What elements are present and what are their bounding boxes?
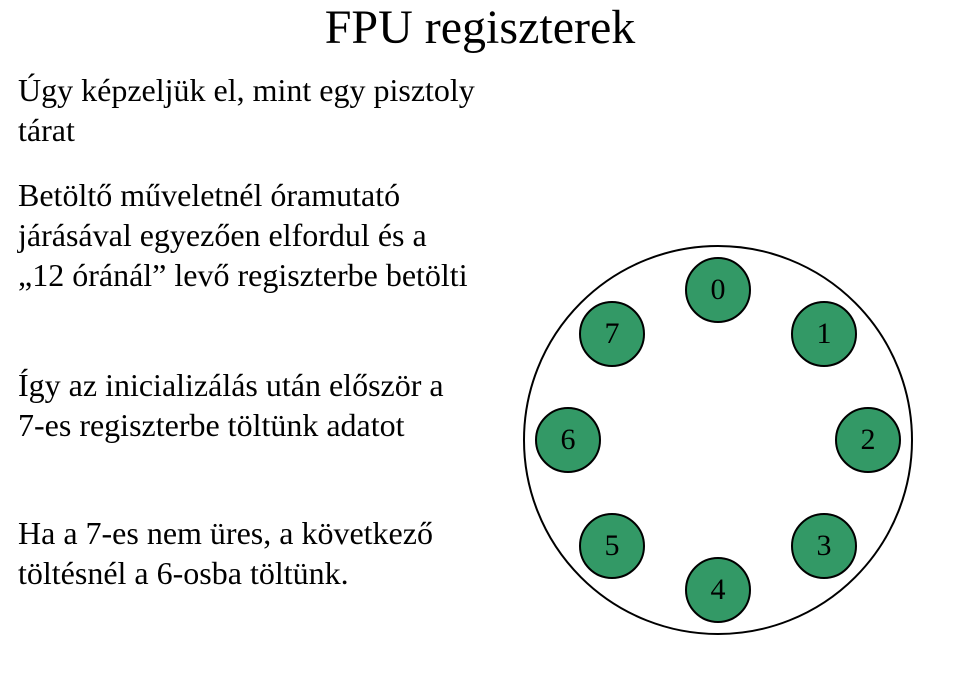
fpu-register-diagram: 0 1 2 3 4 5 6 7 xyxy=(508,230,928,650)
slide: FPU regiszterek Úgy képzeljük el, mint e… xyxy=(0,0,960,679)
page-title: FPU regiszterek xyxy=(0,0,960,55)
paragraph-3: Így az inicializálás után először a 7-es… xyxy=(18,365,478,445)
register-node-2: 2 xyxy=(835,407,901,473)
register-node-label: 5 xyxy=(605,529,620,563)
paragraph-4: Ha a 7-es nem üres, a következő töltésné… xyxy=(18,513,478,593)
register-node-label: 0 xyxy=(711,273,726,307)
register-node-0: 0 xyxy=(685,257,751,323)
register-node-label: 4 xyxy=(711,573,726,607)
register-node-3: 3 xyxy=(791,513,857,579)
register-node-6: 6 xyxy=(535,407,601,473)
register-node-label: 2 xyxy=(861,423,876,457)
register-node-4: 4 xyxy=(685,557,751,623)
register-node-label: 3 xyxy=(817,529,832,563)
register-node-1: 1 xyxy=(791,301,857,367)
register-node-7: 7 xyxy=(579,301,645,367)
paragraph-1: Úgy képzeljük el, mint egy pisztoly tára… xyxy=(18,70,478,150)
register-node-label: 6 xyxy=(561,423,576,457)
register-node-label: 1 xyxy=(817,317,832,351)
register-node-5: 5 xyxy=(579,513,645,579)
paragraph-2: Betöltő műveletnél óramutató járásával e… xyxy=(18,175,478,295)
register-node-label: 7 xyxy=(605,317,620,351)
